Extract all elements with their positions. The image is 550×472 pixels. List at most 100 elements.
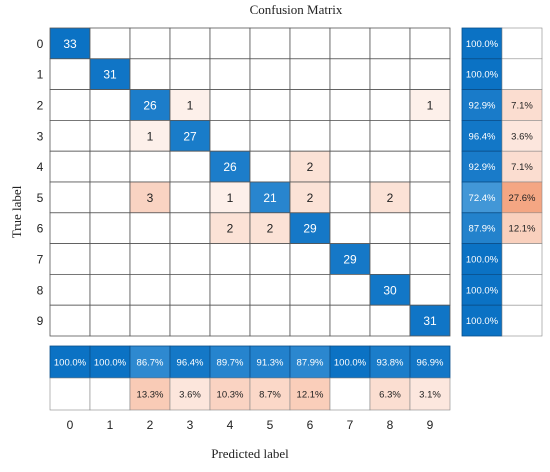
matrix-cell xyxy=(49,212,91,245)
matrix-cell xyxy=(49,150,91,183)
matrix-cell xyxy=(249,212,291,245)
x-axis-label: Predicted label xyxy=(211,446,289,461)
column-summary-correct-cell xyxy=(369,345,411,379)
cell-value: 21 xyxy=(263,191,277,205)
matrix-cell xyxy=(289,304,331,337)
matrix-cell xyxy=(409,58,451,90)
column-summary-correct-cell xyxy=(289,345,331,379)
x-tick-label: 1 xyxy=(107,418,114,432)
column-summary-error-cell xyxy=(89,377,131,411)
cell-value: 2 xyxy=(267,222,274,236)
y-tick-label: 2 xyxy=(37,99,44,113)
matrix-cell xyxy=(289,89,331,121)
matrix-cell xyxy=(49,273,91,306)
column-summary-error-cell xyxy=(329,377,371,411)
matrix-cell xyxy=(249,89,291,121)
matrix-cell xyxy=(289,212,331,245)
matrix-cell xyxy=(49,304,91,337)
column-summary-correct-cell xyxy=(409,345,451,379)
x-tick-label: 5 xyxy=(267,418,274,432)
matrix-cell xyxy=(129,58,171,90)
matrix-cell xyxy=(89,212,131,245)
matrix-cell xyxy=(409,181,451,214)
matrix-cell xyxy=(369,89,411,121)
column-summary-correct-label: 96.9% xyxy=(417,358,444,369)
x-tick-label: 9 xyxy=(427,418,434,432)
row-summary-error-cell xyxy=(501,243,543,275)
matrix-cell xyxy=(249,304,291,337)
matrix-cell xyxy=(409,273,451,306)
column-summary-error-label: 12.1% xyxy=(297,390,324,401)
matrix-cell xyxy=(89,89,131,121)
column-summary-correct-cell xyxy=(89,345,131,379)
cell-value: 27 xyxy=(183,129,197,143)
row-summary-correct-label: 100.0% xyxy=(466,70,499,81)
column-summary-correct-cell xyxy=(209,345,251,379)
column-summary-correct-cell xyxy=(329,345,371,379)
matrix-cell xyxy=(329,120,371,152)
matrix-cell xyxy=(289,58,331,90)
matrix-cell xyxy=(89,243,131,275)
matrix-cell xyxy=(329,304,371,337)
row-summary-correct-label: 100.0% xyxy=(466,255,499,266)
chart-title: Confusion Matrix xyxy=(250,2,343,17)
matrix-cell xyxy=(369,27,411,60)
x-tick-label: 2 xyxy=(147,418,154,432)
row-summary-error-label: 7.1% xyxy=(511,162,533,173)
matrix-cell xyxy=(169,27,211,60)
matrix-cell xyxy=(329,27,371,60)
matrix-cell xyxy=(209,150,251,183)
matrix-cell xyxy=(169,150,211,183)
y-tick-label: 8 xyxy=(37,283,44,297)
matrix-cell xyxy=(209,27,251,60)
matrix-cell xyxy=(249,150,291,183)
y-tick-label: 6 xyxy=(37,222,44,236)
cell-value: 31 xyxy=(103,68,117,82)
matrix-cell xyxy=(49,27,91,60)
cell-value: 33 xyxy=(63,37,77,51)
matrix-cell xyxy=(369,150,411,183)
cell-value: 1 xyxy=(227,191,234,205)
x-tick-label: 4 xyxy=(227,418,234,432)
matrix-cell xyxy=(329,243,371,275)
matrix-cell xyxy=(409,243,451,275)
y-tick-label: 7 xyxy=(37,253,44,267)
column-summary-error-cell xyxy=(409,377,451,411)
matrix-cell xyxy=(209,120,251,152)
matrix-cell xyxy=(369,58,411,90)
matrix-cell xyxy=(169,304,211,337)
y-tick-label: 3 xyxy=(37,129,44,143)
matrix-cell xyxy=(289,273,331,306)
column-summary-correct-label: 89.7% xyxy=(217,358,244,369)
column-summary-error-cell xyxy=(249,377,291,411)
x-tick-label: 8 xyxy=(387,418,394,432)
matrix-cell xyxy=(129,273,171,306)
matrix-cell xyxy=(249,58,291,90)
column-summary-correct-label: 93.8% xyxy=(377,358,404,369)
matrix-cell xyxy=(369,243,411,275)
row-summary-correct-label: 92.9% xyxy=(469,101,496,112)
cell-value: 2 xyxy=(307,160,314,174)
matrix-cell xyxy=(129,212,171,245)
matrix-cell xyxy=(249,181,291,214)
matrix-cell xyxy=(89,273,131,306)
x-tick-label: 0 xyxy=(67,418,74,432)
x-tick-label: 7 xyxy=(347,418,354,432)
matrix-cell xyxy=(89,120,131,152)
matrix-cell xyxy=(169,58,211,90)
matrix-cell xyxy=(329,212,371,245)
matrix-cell xyxy=(129,304,171,337)
row-summary-correct-cell xyxy=(461,58,503,90)
column-summary-error-cell xyxy=(369,377,411,411)
row-summary-correct-cell xyxy=(461,212,503,245)
matrix-cell xyxy=(409,27,451,60)
cell-value: 3 xyxy=(147,191,154,205)
cell-value: 26 xyxy=(223,160,237,174)
matrix-cell xyxy=(209,273,251,306)
row-summary-error-cell xyxy=(501,274,543,306)
cell-value: 29 xyxy=(343,253,357,267)
column-summary-error-cell xyxy=(289,377,331,411)
